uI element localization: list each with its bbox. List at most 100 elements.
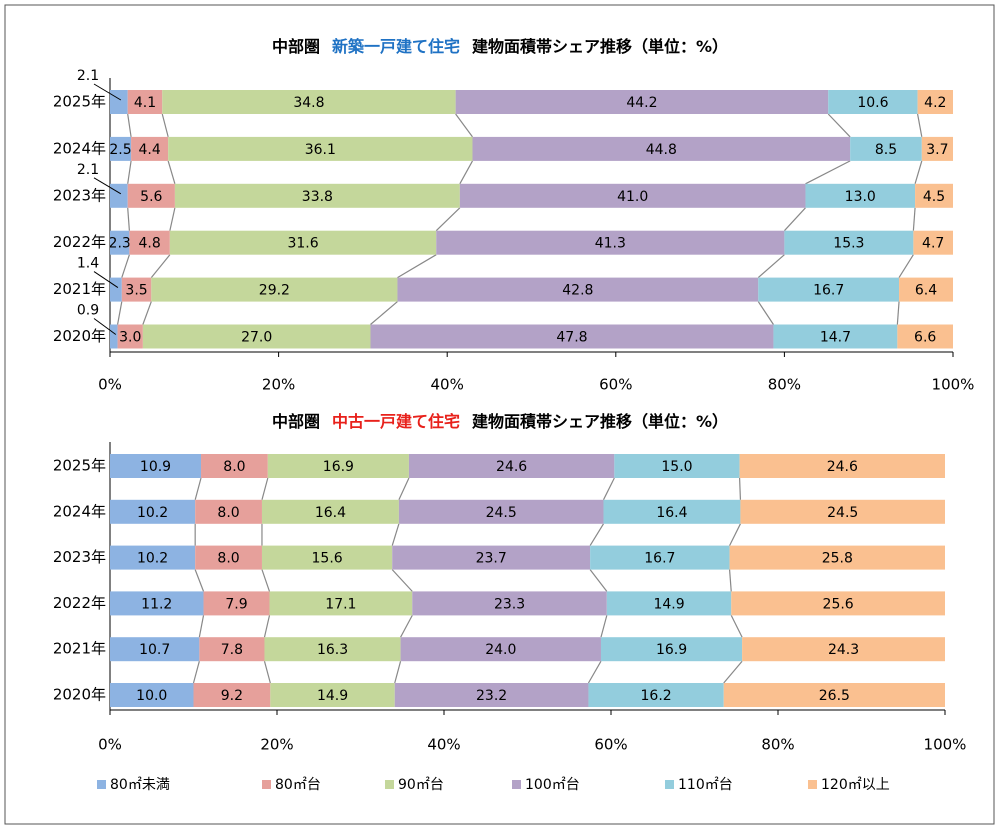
connector-line [455, 113, 473, 138]
data-label: 4.2 [924, 95, 946, 111]
title-part: 中古一戸建て住宅 [332, 412, 460, 431]
data-label: 24.6 [827, 459, 858, 475]
data-label: 10.7 [139, 642, 170, 658]
data-label: 4.4 [138, 142, 160, 158]
data-label: 11.2 [141, 596, 172, 612]
y-tick-label: 2024年 [53, 502, 106, 520]
bar-segment [436, 230, 785, 255]
y-tick-label: 2022年 [53, 233, 106, 251]
connector-line [898, 254, 914, 278]
connector-line [192, 661, 200, 684]
bar-segment [758, 277, 900, 302]
data-label: 10.0 [136, 688, 167, 704]
bar-segment [828, 90, 918, 114]
bar-segment [110, 90, 128, 114]
data-label: 5.6 [140, 189, 162, 205]
leader-line [93, 271, 119, 289]
legend-label: 80㎡未満 [110, 777, 170, 793]
connector-line [121, 254, 130, 278]
connector-line [730, 615, 743, 638]
bar-segment [110, 136, 132, 161]
data-label: 41.3 [595, 236, 626, 252]
connector-line [127, 113, 132, 137]
data-label: 13.0 [845, 189, 876, 205]
data-label: 14.9 [317, 688, 348, 704]
bar-segment [394, 683, 589, 707]
bar-segment [400, 637, 601, 662]
leader-line [93, 83, 122, 101]
data-label: 15.6 [312, 551, 343, 567]
data-label: 23.2 [476, 688, 507, 704]
bar-segment [784, 230, 914, 255]
data-label: 29.2 [259, 283, 290, 299]
data-label: 16.4 [656, 505, 687, 521]
connector-line [738, 477, 742, 500]
title-part: 中部圏 [272, 37, 320, 56]
data-label: 8.0 [217, 505, 239, 521]
data-label: 24.5 [486, 505, 517, 521]
legend-label: 80㎡台 [275, 777, 321, 793]
connector-line [391, 569, 413, 592]
data-label: 1.4 [77, 256, 99, 272]
legend-label: 100㎡台 [525, 777, 580, 793]
data-label: 16.2 [641, 688, 672, 704]
data-label: 0.9 [77, 303, 99, 319]
bar-segment [110, 277, 122, 302]
data-label: 36.1 [305, 142, 336, 158]
connector-line [600, 615, 608, 638]
bar-segment [729, 545, 945, 570]
data-label: 8.5 [875, 142, 897, 158]
connector-line [169, 207, 176, 231]
data-label: 16.7 [644, 551, 675, 567]
bar-segment [201, 454, 268, 478]
data-label: 44.2 [626, 95, 657, 111]
data-label: 4.5 [923, 189, 945, 205]
bar-segment [773, 324, 898, 349]
connector-line [783, 207, 806, 232]
bar-segment [162, 90, 456, 114]
x-tick-label: 60% [594, 736, 627, 754]
chart-title: 中部圏 中古一戸建て住宅 建物面積帯シェア推移（単位：%） [272, 412, 728, 431]
bar-segment [590, 545, 730, 570]
bar-segment [168, 136, 473, 161]
bar-segment [203, 591, 270, 616]
connector-line [161, 113, 169, 138]
data-label: 41.0 [617, 189, 648, 205]
data-label: 10.2 [137, 505, 168, 521]
bar-segment [129, 230, 170, 255]
bar-segment [110, 230, 130, 255]
bar-segment [408, 454, 615, 478]
data-label: 7.8 [221, 642, 243, 658]
bar-segment [110, 637, 200, 662]
bar-segment [110, 324, 118, 349]
data-label: 15.3 [833, 236, 864, 252]
bar-segment [174, 183, 460, 208]
bar-segment [151, 277, 398, 302]
x-tick-label: 80% [768, 376, 801, 394]
x-tick-label: 60% [599, 376, 632, 394]
bar-segment [921, 136, 953, 161]
leader-line [93, 177, 122, 195]
data-label: 3.7 [926, 142, 948, 158]
bar-segment [169, 230, 437, 255]
connector-line [602, 477, 615, 501]
bar-segment [269, 591, 413, 616]
connector-line [167, 160, 176, 184]
data-label: 24.3 [828, 642, 859, 658]
bar-segment [121, 277, 152, 302]
connector-line [370, 301, 398, 325]
bar-segment [110, 183, 128, 208]
leader-line [93, 318, 117, 335]
connector-line [391, 523, 400, 546]
bar-segment [110, 499, 196, 524]
data-label: 2.3 [109, 236, 131, 252]
legend-marker [385, 780, 394, 789]
connector-line [917, 113, 923, 138]
data-label: 4.7 [922, 236, 944, 252]
x-tick-label: 80% [761, 736, 794, 754]
connector-line [194, 477, 202, 500]
x-tick-label: 0% [98, 736, 122, 754]
bar-segment [110, 454, 202, 478]
y-tick-label: 2023年 [53, 186, 106, 204]
